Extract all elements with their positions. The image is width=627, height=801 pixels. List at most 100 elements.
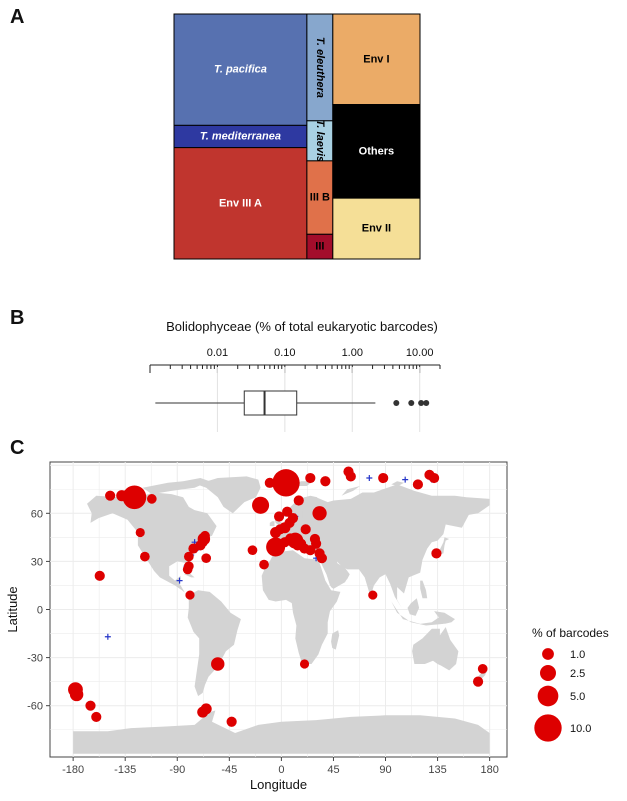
presence-point [305, 472, 316, 484]
presence-point [309, 533, 321, 545]
presence-point [477, 663, 488, 674]
land-borneo [407, 598, 420, 616]
land-ireland [269, 521, 275, 527]
treemap-tile-env-ii [332, 197, 421, 260]
map-y-tick-label: 60 [31, 508, 43, 520]
presence-point [252, 496, 270, 514]
presence-point [69, 687, 84, 702]
boxplot-title: Bolidophyceae (% of total eukaryotic bar… [166, 319, 438, 334]
treemap-label-t-mediterranea: T. mediterranea [200, 131, 281, 143]
boxplot-outlier [423, 400, 430, 406]
treemap-label-t-pacifica: T. pacifica [214, 64, 267, 76]
presence-point [293, 495, 304, 506]
presence-point [135, 527, 145, 538]
presence-point [273, 511, 285, 522]
land-novaya-zemlya [341, 486, 361, 496]
land-greenland [196, 476, 261, 514]
treemap-tile-t-eleuthera [306, 13, 334, 122]
presence-point [85, 700, 96, 711]
presence-point [146, 494, 157, 504]
presence-point [91, 711, 102, 723]
land-antarctica [73, 710, 490, 754]
presence-point [279, 537, 290, 548]
presence-point [431, 548, 442, 559]
map-y-tick-label: 30 [31, 556, 43, 568]
map-x-tick-label: 45 [327, 764, 339, 776]
absence-marker [366, 475, 373, 482]
legend-label: 2.5 [570, 668, 585, 680]
presence-point [300, 524, 311, 535]
presence-point [226, 716, 237, 727]
map-x-tick-label: 0 [278, 764, 284, 776]
land-japan [431, 537, 450, 560]
presence-point [211, 657, 225, 671]
legend-title: % of barcodes [532, 626, 609, 640]
panel-label-c: C [10, 437, 25, 459]
land-alaska-islands [78, 522, 91, 527]
treemap-label-others: Others [359, 145, 394, 157]
presence-point [200, 530, 210, 541]
presence-point [259, 559, 269, 570]
presence-point [320, 476, 331, 487]
map-x-axis-label: Longitude [250, 777, 307, 792]
absence-marker [104, 633, 111, 640]
presence-point [247, 545, 258, 556]
legend-label: 1.0 [570, 649, 585, 661]
panel-label-a: A [10, 6, 25, 28]
land-canadian-arctic [142, 478, 210, 495]
treemap-tile-t-pacifica [173, 13, 308, 126]
presence-point [472, 676, 484, 687]
boxplot-box [243, 390, 298, 416]
map-x-tick-label: -135 [114, 764, 136, 776]
presence-point [412, 479, 424, 490]
absence-marker [176, 577, 183, 584]
presence-point [272, 469, 300, 497]
land-australia [412, 627, 459, 671]
map-x-tick-label: 180 [480, 764, 498, 776]
presence-point [345, 471, 356, 482]
boxplot-tick-label: 0.10 [274, 347, 295, 359]
presence-point [299, 659, 310, 669]
treemap-label-iii-b: III B [310, 192, 330, 204]
presence-point [312, 506, 327, 521]
map-x-tick-label: -45 [221, 764, 237, 776]
legend-symbol [542, 648, 554, 660]
treemap-label-env-iii-a: Env III A [219, 197, 262, 209]
presence-point [264, 477, 275, 488]
map-y-tick-label: -60 [27, 701, 43, 713]
treemap-tile-env-i [332, 13, 421, 106]
panel-label-b: B [10, 307, 25, 329]
legend-symbol [534, 714, 562, 742]
presence-point [188, 543, 199, 554]
map-x-tick-label: -90 [169, 764, 185, 776]
legend-label: 10.0 [570, 723, 591, 735]
map-x-tick-label: -180 [62, 764, 84, 776]
treemap-label-t-eleuthera: T. eleuthera [314, 37, 326, 98]
treemap-tile-others [332, 104, 421, 199]
boxplot-tick-label: 10.00 [406, 347, 434, 359]
treemap-label-iii: III [315, 241, 324, 253]
presence-point [140, 551, 150, 562]
land-arabia [321, 559, 350, 589]
treemap-tile-env-iii-a [173, 147, 308, 260]
presence-point [94, 570, 105, 581]
treemap-label-env-i: Env I [363, 53, 389, 65]
map-x-tick-label: 135 [428, 764, 446, 776]
boxplot-outlier [408, 400, 415, 406]
map-y-tick-label: 0 [37, 605, 43, 617]
presence-point [183, 551, 194, 562]
treemap-label-t-laevis: T. laevis [314, 120, 326, 163]
land-madagascar [331, 630, 340, 650]
presence-point [105, 490, 116, 501]
treemap-tile-t-laevis [306, 120, 334, 162]
presence-point [201, 553, 212, 564]
presence-point [200, 703, 212, 715]
map-y-axis-label: Latitude [5, 586, 20, 632]
legend-symbol [537, 685, 559, 707]
presence-point [270, 527, 282, 539]
presence-point [378, 472, 389, 484]
presence-point [185, 590, 195, 600]
land-africa [261, 550, 341, 664]
